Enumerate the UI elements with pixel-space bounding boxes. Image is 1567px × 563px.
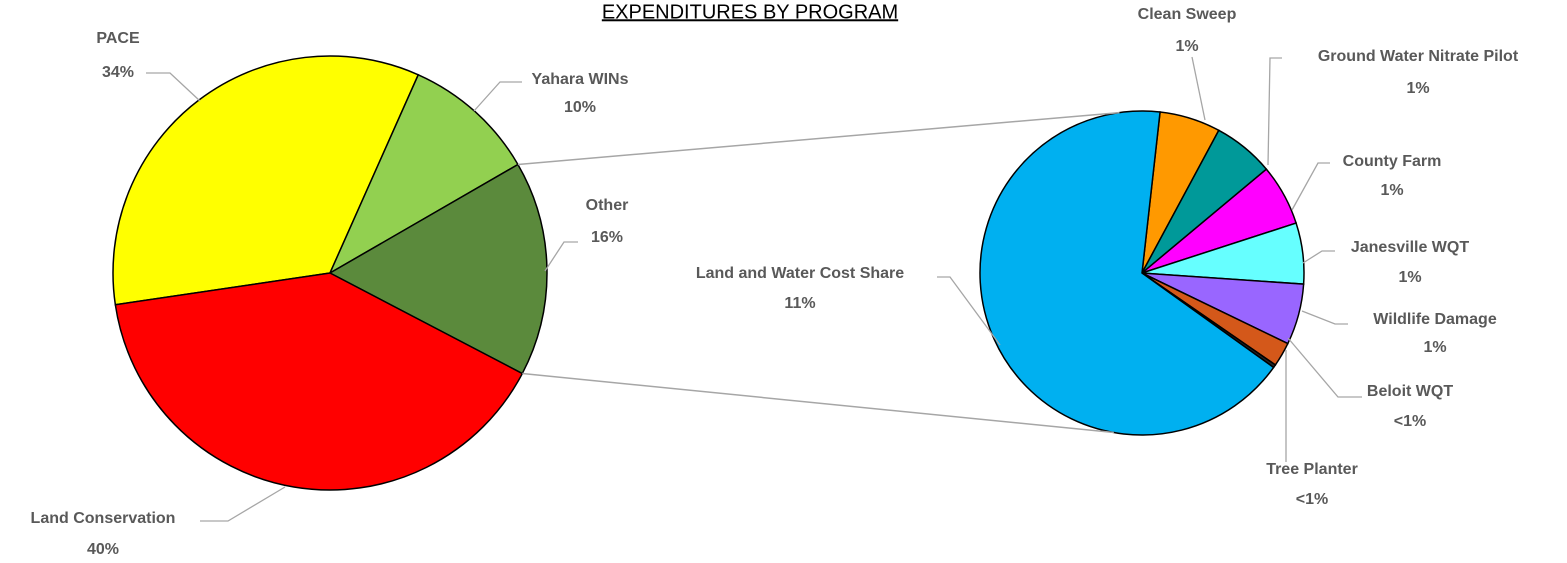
slice-label-name: Janesville WQT (1351, 239, 1469, 256)
slice-label-name: County Farm (1343, 153, 1442, 170)
slice-label-name: Land and Water Cost Share (696, 265, 904, 282)
slice-label-value: 1% (1380, 182, 1403, 199)
slice-label-name: Clean Sweep (1138, 6, 1237, 23)
slice-label-value: 11% (784, 295, 815, 312)
slice-label-name: PACE (96, 30, 140, 47)
leader-line (937, 276, 1001, 346)
leader-line (1291, 162, 1330, 211)
slice-label-value: 10% (564, 99, 596, 116)
slice-label-value: 1% (1398, 269, 1421, 286)
slice-label-name: Wildlife Damage (1373, 311, 1497, 328)
slice-label-value: 1% (1423, 339, 1446, 356)
slice-label-value: 34% (102, 64, 134, 81)
slice-label-value: 40% (87, 541, 119, 558)
leader-line (200, 486, 286, 522)
leader-line (1267, 57, 1282, 166)
slice-label-value: 1% (1406, 80, 1429, 97)
slice-label-name: Land Conservation (31, 510, 176, 527)
slice-label-name: Beloit WQT (1367, 383, 1453, 400)
leader-line (1191, 56, 1206, 121)
slice-label-name: Other (586, 197, 629, 214)
pie-slice (328, 73, 519, 275)
slice-label-name: Ground Water Nitrate Pilot (1318, 48, 1519, 65)
leader-line (1302, 250, 1335, 264)
leader-line (146, 72, 201, 102)
connector-line (522, 372, 1114, 434)
leader-line (1287, 337, 1362, 398)
slice-label-value: <1% (1394, 413, 1426, 430)
connector-line (517, 111, 1120, 166)
slice-label-value: <1% (1296, 491, 1328, 508)
pie-slice (979, 110, 1275, 436)
slice-label-value: 1% (1175, 38, 1198, 55)
leader-line (473, 81, 522, 112)
slice-label-name: Yahara WINs (532, 71, 629, 88)
pie-slice (114, 272, 524, 491)
chart-title: EXPENDITURES BY PROGRAM (602, 1, 898, 23)
slice-label-name: Tree Planter (1266, 461, 1358, 478)
leader-line (544, 241, 578, 272)
slice-label-value: 16% (591, 229, 623, 246)
leader-line (1301, 310, 1348, 325)
